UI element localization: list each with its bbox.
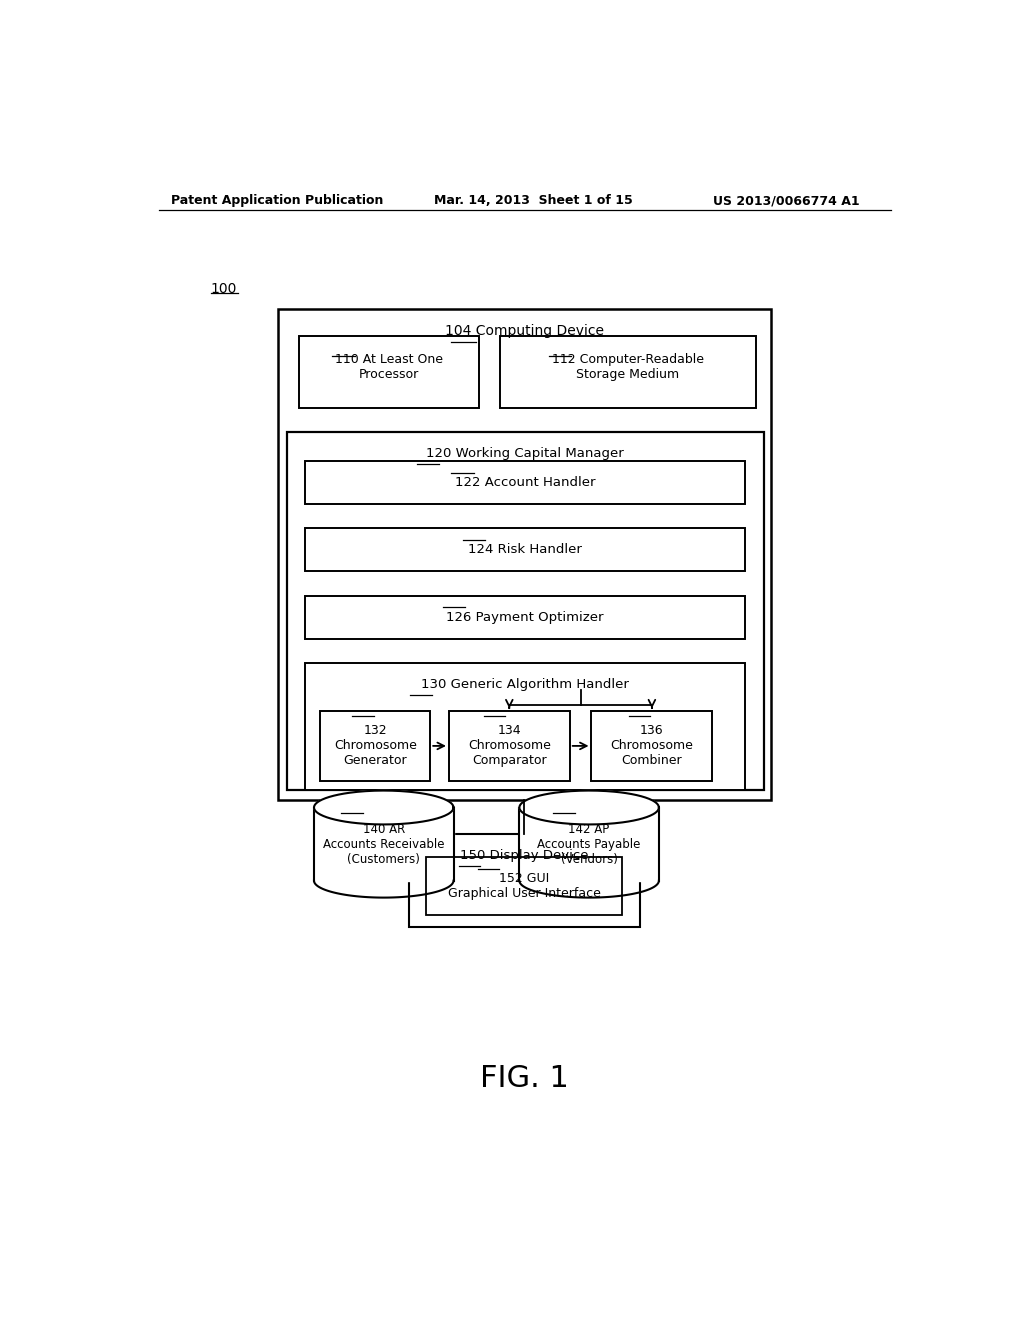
Text: 100: 100 <box>211 281 238 296</box>
Polygon shape <box>519 808 658 880</box>
Text: Mar. 14, 2013  Sheet 1 of 15: Mar. 14, 2013 Sheet 1 of 15 <box>434 194 633 207</box>
Bar <box>592 711 713 780</box>
Bar <box>305 461 744 504</box>
Text: 124 Risk Handler: 124 Risk Handler <box>468 543 582 556</box>
Text: FIG. 1: FIG. 1 <box>480 1064 569 1093</box>
Polygon shape <box>314 791 454 825</box>
Text: 104 Computing Device: 104 Computing Device <box>444 323 604 338</box>
Text: 152 GUI
Graphical User Interface: 152 GUI Graphical User Interface <box>447 873 601 900</box>
Bar <box>299 335 479 408</box>
Bar <box>287 432 764 789</box>
Text: 122 Account Handler: 122 Account Handler <box>455 477 595 490</box>
Text: 134
Chromosome
Comparator: 134 Chromosome Comparator <box>468 725 551 767</box>
Bar <box>278 309 771 800</box>
Text: 136
Chromosome
Combiner: 136 Chromosome Combiner <box>610 725 693 767</box>
Bar <box>426 857 623 915</box>
Text: 120 Working Capital Manager: 120 Working Capital Manager <box>426 446 624 459</box>
Polygon shape <box>519 791 658 825</box>
Text: 112 Computer-Readable
Storage Medium: 112 Computer-Readable Storage Medium <box>552 352 703 381</box>
Bar <box>449 711 569 780</box>
Bar <box>305 595 744 639</box>
Text: 126 Payment Optimizer: 126 Payment Optimizer <box>446 611 603 624</box>
Text: 110 At Least One
Processor: 110 At Least One Processor <box>335 352 442 381</box>
Text: 142 AP
Accounts Payable
(Vendors): 142 AP Accounts Payable (Vendors) <box>538 822 641 866</box>
Bar <box>321 711 430 780</box>
Bar <box>305 528 744 572</box>
Text: 140 AR
Accounts Receivable
(Customers): 140 AR Accounts Receivable (Customers) <box>323 822 444 866</box>
Text: US 2013/0066774 A1: US 2013/0066774 A1 <box>713 194 860 207</box>
Bar <box>500 335 756 408</box>
Bar <box>410 834 640 927</box>
Text: 130 Generic Algorithm Handler: 130 Generic Algorithm Handler <box>421 677 629 690</box>
Polygon shape <box>314 808 454 880</box>
Text: 132
Chromosome
Generator: 132 Chromosome Generator <box>334 725 417 767</box>
Text: 150 Display Device: 150 Display Device <box>460 849 589 862</box>
Bar <box>305 663 744 789</box>
Text: Patent Application Publication: Patent Application Publication <box>171 194 383 207</box>
